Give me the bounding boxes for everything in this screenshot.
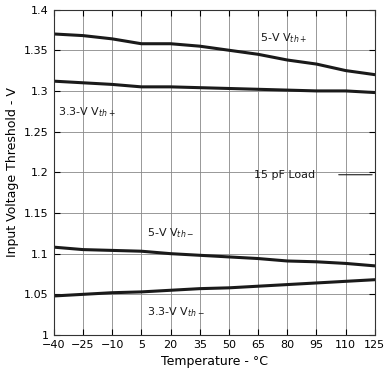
Text: 5-V V$_{th-}$: 5-V V$_{th-}$ xyxy=(147,226,194,240)
Text: 5-V V$_{th+}$: 5-V V$_{th+}$ xyxy=(260,31,307,45)
Text: 3.3-V V$_{th-}$: 3.3-V V$_{th-}$ xyxy=(147,305,205,319)
Text: 3.3-V V$_{th+}$: 3.3-V V$_{th+}$ xyxy=(57,105,115,119)
Text: 15 pF Load: 15 pF Load xyxy=(254,170,315,180)
Y-axis label: Input Voltage Threshold - V: Input Voltage Threshold - V xyxy=(5,88,18,257)
X-axis label: Temperature - °C: Temperature - °C xyxy=(161,355,268,368)
